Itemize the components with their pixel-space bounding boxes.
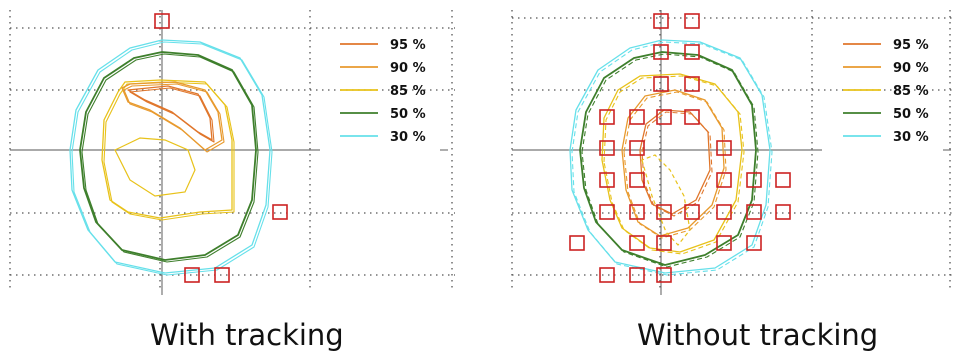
marker-square: [775, 204, 791, 220]
markers: [154, 13, 288, 283]
marker-square: [716, 235, 732, 251]
marker-square: [775, 172, 791, 188]
contour-90-offset: [123, 83, 225, 153]
contour-85: [101, 79, 233, 219]
marker-square: [154, 13, 170, 29]
marker-square: [569, 235, 585, 251]
marker-square: [716, 140, 732, 156]
markers: [569, 13, 791, 283]
contour-95-offset: [641, 111, 713, 217]
contour-50: [79, 51, 257, 261]
contour-30-offset: [71, 41, 273, 276]
contour-95: [639, 109, 711, 215]
grid: [9, 10, 455, 290]
contour-95: [127, 85, 213, 141]
marker-square: [653, 76, 669, 92]
legend-label-95: 95 %: [390, 38, 426, 53]
marker-square: [656, 267, 672, 283]
marker-square: [684, 109, 700, 125]
contour-50-offset: [81, 53, 259, 263]
legend-label-85: 85 %: [893, 84, 929, 99]
contour-95-offset: [129, 87, 215, 143]
marker-square: [746, 235, 762, 251]
legend-label-95: 95 %: [893, 38, 929, 53]
plot-with-tracking: 95 % 90 % 85 % 50 % 30 %: [9, 10, 455, 295]
marker-square: [684, 13, 700, 29]
caption-with-tracking: With tracking: [150, 318, 344, 352]
legend-label-90: 90 %: [390, 61, 426, 76]
marker-square: [746, 172, 762, 188]
marker-square: [746, 204, 762, 220]
marker-square: [684, 76, 700, 92]
marker-square: [653, 13, 669, 29]
contour-85-offset: [103, 81, 235, 221]
contour-30: [69, 39, 271, 274]
plot-without-tracking: 95 % 90 % 85 % 50 % 30 %: [511, 10, 953, 295]
contour-90: [621, 89, 725, 237]
contour-85-inner: [114, 137, 196, 197]
legend-label-85: 85 %: [390, 84, 426, 99]
marker-square: [656, 204, 672, 220]
marker-square: [629, 109, 645, 125]
marker-square: [684, 204, 700, 220]
caption-without-tracking: Without tracking: [637, 318, 879, 352]
marker-square: [656, 235, 672, 251]
contour-90-offset: [623, 91, 727, 239]
marker-square: [684, 44, 700, 60]
marker-square: [184, 267, 200, 283]
marker-square: [599, 140, 615, 156]
contours: [69, 39, 273, 276]
marker-square: [272, 204, 288, 220]
marker-square: [629, 235, 645, 251]
marker-square: [629, 172, 645, 188]
marker-square: [599, 204, 615, 220]
contour-85: [601, 73, 743, 253]
legend-label-50: 50 %: [390, 107, 426, 122]
marker-square: [716, 204, 732, 220]
marker-square: [716, 172, 732, 188]
contour-30-offset: [571, 41, 773, 276]
marker-square: [599, 109, 615, 125]
marker-square: [629, 204, 645, 220]
marker-square: [656, 109, 672, 125]
marker-square: [599, 267, 615, 283]
marker-square: [599, 172, 615, 188]
marker-square: [629, 267, 645, 283]
contour-90: [121, 81, 223, 151]
legend-label-30: 30 %: [893, 130, 929, 145]
axes: [10, 10, 448, 295]
legend: 95 % 90 % 85 % 50 % 30 %: [340, 38, 426, 145]
contours: [569, 39, 773, 276]
contour-50-offset: [581, 53, 759, 268]
marker-square: [629, 140, 645, 156]
legend-label-90: 90 %: [893, 61, 929, 76]
legend: 95 % 90 % 85 % 50 % 30 %: [843, 38, 929, 145]
legend-label-30: 30 %: [390, 130, 426, 145]
marker-square: [214, 267, 230, 283]
marker-square: [653, 44, 669, 60]
legend-label-50: 50 %: [893, 107, 929, 122]
